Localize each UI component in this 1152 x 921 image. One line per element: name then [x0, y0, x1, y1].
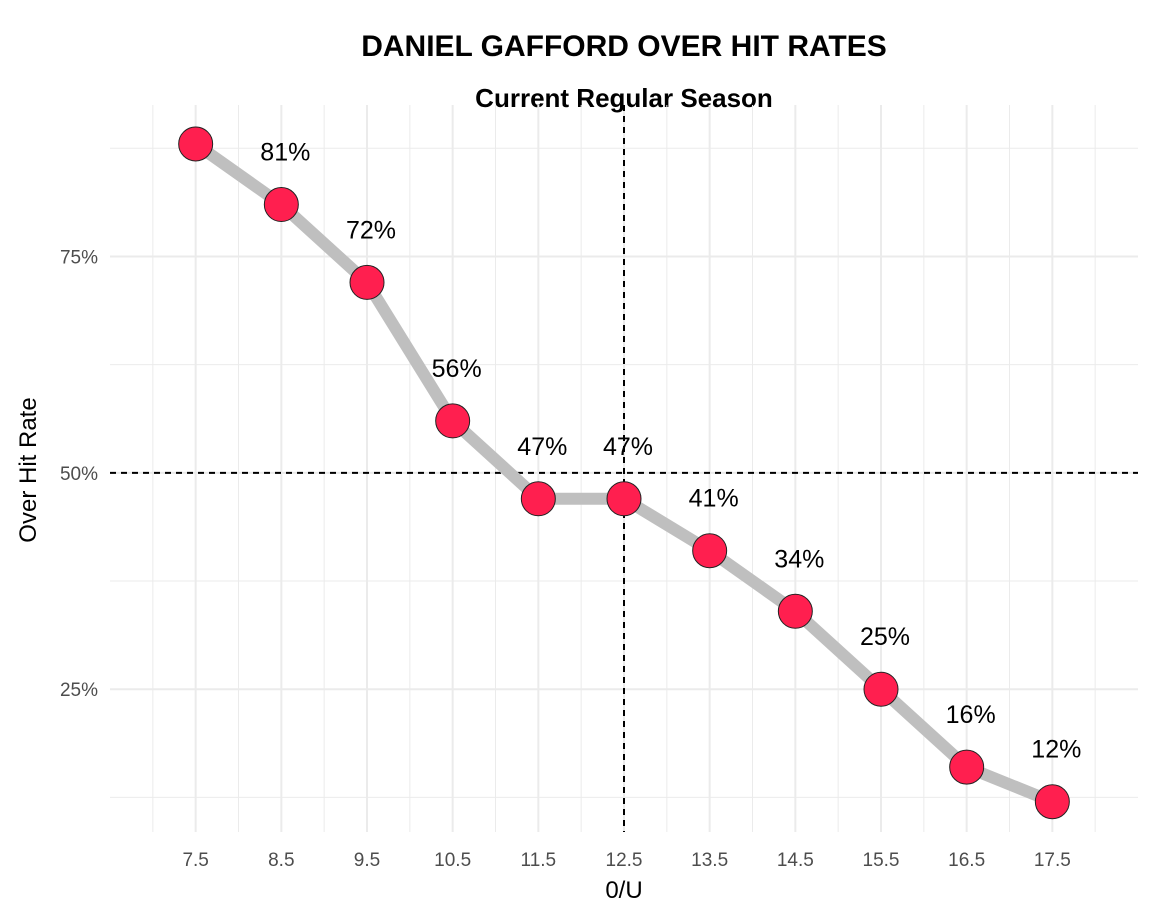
x-axis-title: 0/U	[605, 877, 642, 904]
x-tick-label: 14.5	[777, 850, 814, 871]
data-label: 25%	[860, 623, 910, 651]
data-label: 56%	[432, 355, 482, 383]
data-point	[777, 593, 813, 629]
x-tick-label: 15.5	[863, 850, 900, 871]
data-point	[435, 403, 471, 439]
data-label: 47%	[603, 433, 653, 461]
data-label: 34%	[774, 545, 824, 573]
axis-ticks: 7.5 8.5 9.5 10.5 11.5 12.5 13.5 14.5 15.5 16.5 17.…	[60, 247, 1071, 871]
data-point	[692, 533, 728, 569]
x-tick-label: 7.5	[182, 850, 208, 871]
y-tick-label: 75%	[60, 247, 98, 268]
data-point	[263, 187, 299, 223]
data-label: 41%	[689, 485, 739, 513]
data-labels: 81% 72% 56% 47% 47% 41% 34% 25% 16% 12%	[260, 139, 1081, 764]
x-tick-label: 12.5	[606, 850, 643, 871]
chart-title: DANIEL GAFFORD OVER HIT RATES	[361, 30, 887, 63]
x-tick-label: 8.5	[268, 850, 294, 871]
y-axis-title: Over Hit Rate	[15, 397, 42, 542]
data-point	[949, 749, 985, 785]
data-label: 47%	[517, 433, 567, 461]
reference-lines	[110, 105, 1138, 832]
data-point	[178, 126, 214, 162]
series	[178, 126, 1070, 820]
x-tick-label: 17.5	[1034, 850, 1071, 871]
data-point	[863, 671, 899, 707]
x-tick-label: 13.5	[691, 850, 728, 871]
y-tick-label: 25%	[60, 680, 98, 701]
data-label: 81%	[260, 139, 310, 167]
x-tick-label: 16.5	[948, 850, 985, 871]
y-tick-label: 50%	[60, 464, 98, 485]
data-point	[520, 481, 556, 517]
data-label: 72%	[346, 216, 396, 244]
data-point	[349, 264, 385, 300]
data-point	[1034, 784, 1070, 820]
x-tick-label: 9.5	[354, 850, 380, 871]
data-label: 12%	[1031, 736, 1081, 764]
x-tick-label: 10.5	[434, 850, 471, 871]
data-label: 16%	[946, 701, 996, 729]
x-tick-label: 11.5	[521, 850, 557, 871]
data-point	[606, 481, 642, 517]
